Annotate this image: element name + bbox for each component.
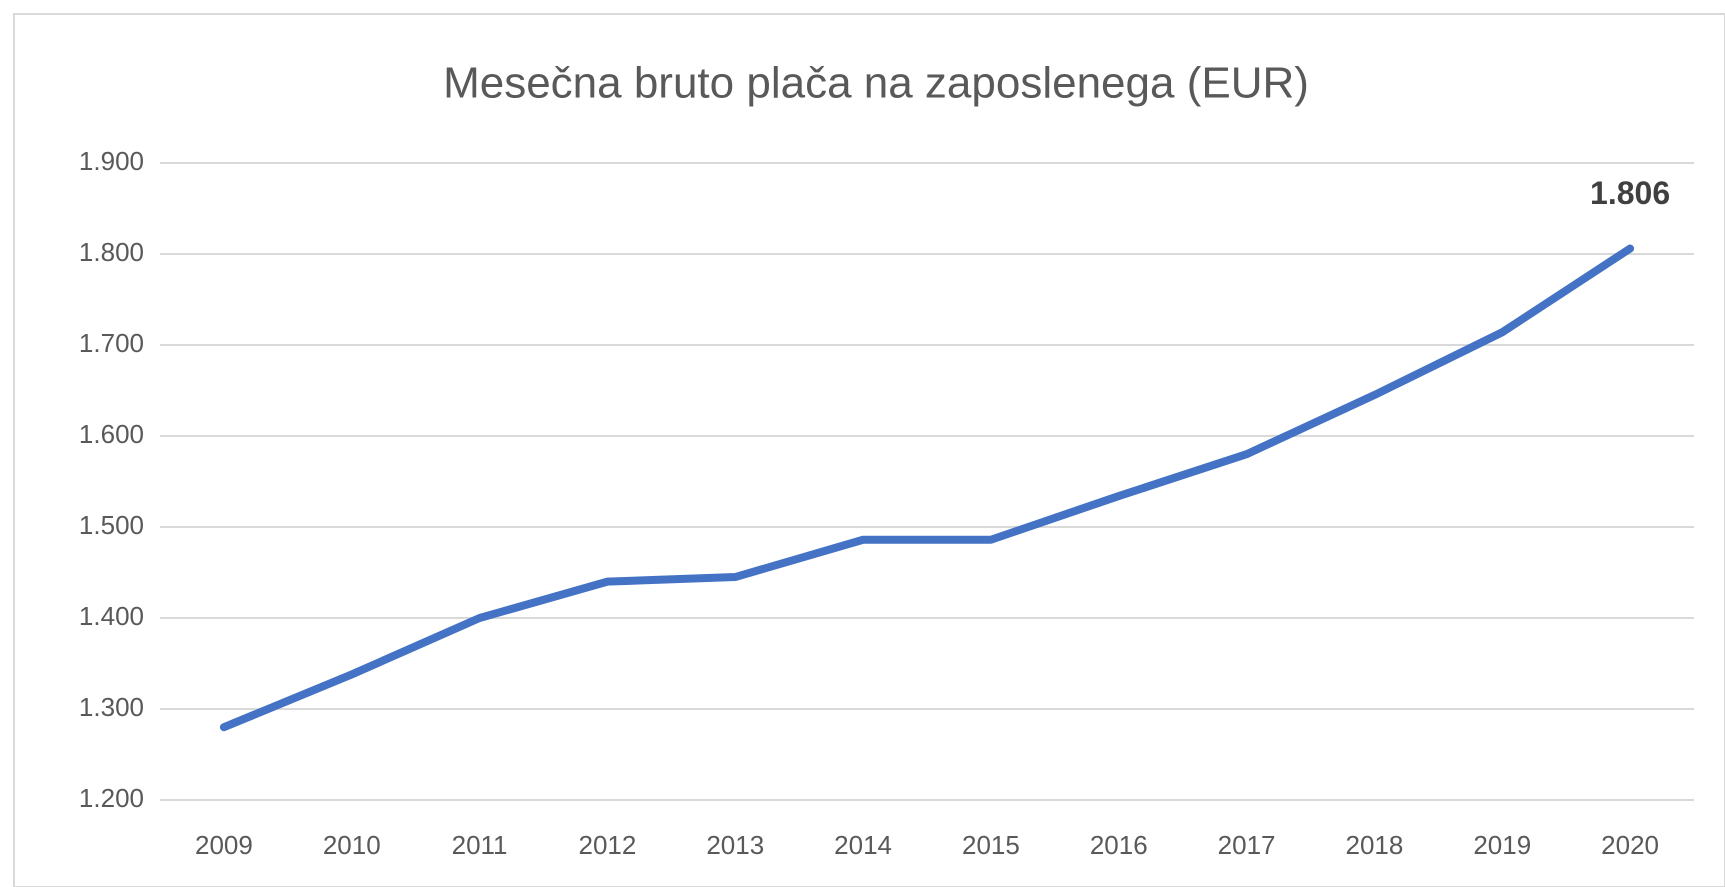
x-tick-label: 2013 <box>706 830 764 860</box>
y-tick-label: 1.900 <box>79 146 144 176</box>
x-tick-label: 2018 <box>1345 830 1403 860</box>
x-tick-label: 2017 <box>1218 830 1276 860</box>
y-tick-label: 1.300 <box>79 692 144 722</box>
x-tick-label: 2016 <box>1090 830 1148 860</box>
y-tick-label: 1.700 <box>79 328 144 358</box>
data-label: 1.806 <box>1590 175 1670 211</box>
chart-frame <box>13 13 1725 887</box>
y-tick-label: 1.600 <box>79 419 144 449</box>
y-tick-label: 1.800 <box>79 237 144 267</box>
x-tick-label: 2014 <box>834 830 892 860</box>
line-series <box>219 244 1635 732</box>
x-tick-label: 2011 <box>452 830 508 860</box>
x-tick-label: 2020 <box>1601 830 1659 860</box>
x-tick-label: 2010 <box>323 830 381 860</box>
x-tick-label: 2009 <box>195 830 253 860</box>
y-tick-label: 1.200 <box>79 783 144 813</box>
x-tick-label: 2012 <box>578 830 636 860</box>
y-tick-label: 1.500 <box>79 510 144 540</box>
y-tick-label: 1.400 <box>79 601 144 631</box>
x-tick-label: 2015 <box>962 830 1020 860</box>
x-tick-label: 2019 <box>1473 830 1531 860</box>
chart-title: Mesečna bruto plača na zaposlenega (EUR) <box>443 59 1309 108</box>
